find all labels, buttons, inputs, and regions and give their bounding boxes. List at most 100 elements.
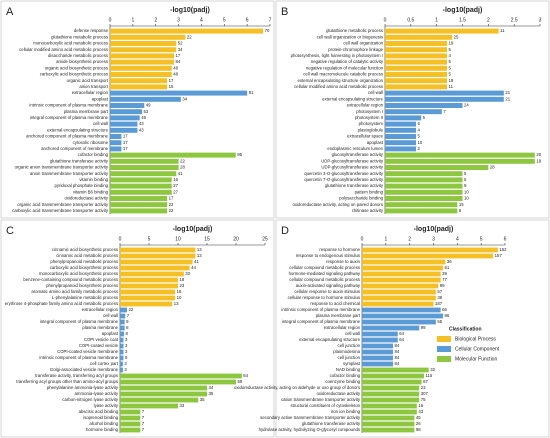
category-label: L-phenylalanine metabolic process [52,295,118,300]
bar [120,379,236,385]
category-label: carboxylic acid transmembrane transporte… [12,208,109,213]
category-label: external encapsulating structure [299,337,361,342]
count-label: 10 [418,140,423,145]
x-tick-label: 2.5 [511,17,518,23]
x-tick-label: 5 [148,236,151,242]
category-label: lyase activity [94,403,119,408]
bar [362,277,441,283]
category-label: disaccharide metabolic process [48,53,108,58]
category-label: apoplast [367,140,384,145]
bar [385,47,447,53]
category-label: carboxylic acid biosynthetic process [40,72,108,77]
bar [385,28,499,34]
bar [362,319,436,325]
category-label: anion transmembrane transporter activity [30,171,109,176]
bar [385,109,442,115]
count-label: 28 [180,165,185,170]
x-axis-title: -log10(padj) [443,7,483,14]
category-label: abscisic acid binding [79,409,119,414]
bar [385,146,416,152]
x-axis-title: -log10(padj) [170,7,210,14]
category-label: isoprenoid binding [83,415,118,420]
bar [362,337,398,343]
bar [120,253,196,259]
category-label: external encapsulating structure [322,96,384,101]
bar [110,127,138,133]
bar [362,391,420,397]
category-label: vitamin binding [79,177,108,182]
count-label: 48 [173,72,178,77]
bar [385,158,535,164]
category-label: cellular modified amino acid metabolic p… [19,47,108,52]
category-label: secondary active transmembrane transport… [260,415,361,420]
category-label: polysaccharide binding [339,196,383,201]
count-label: 4 [418,127,421,132]
bar [385,189,463,195]
category-label: plasma membrane part [316,313,361,318]
bar [362,343,393,349]
bar [385,177,463,183]
category-label: cell wall [345,331,360,336]
category-label: organic acid transmembrane transporter a… [17,202,109,207]
category-label: plasma membrane part [64,109,109,114]
category-label: oxidoreductase activity, acting on aldeh… [234,385,360,390]
count-label: 17 [123,146,128,151]
count-label: 10 [177,295,182,300]
bar [120,337,124,343]
count-label: 18 [180,277,185,282]
count-label: 51 [445,265,450,270]
category-label: cofactor binding [78,152,109,157]
count-label: 87 [423,379,428,384]
count-label: 55 [437,319,442,324]
x-tick-label: 1 [131,17,134,23]
count-label: 10 [464,189,469,194]
count-label: 77 [442,277,447,282]
bar [362,313,444,319]
bar [362,295,436,301]
category-label: monocarboxylic acid metabolic process [33,41,108,46]
category-label: cell wall macromolecule catabolic proces… [303,72,383,77]
count-label: 7 [142,415,145,420]
count-label: 4 [449,53,452,58]
category-label: cell wall [93,121,108,126]
category-label: carbon-nitrogen lyase activity [62,397,118,402]
bar [120,277,178,283]
count-label: 2 [418,146,421,151]
category-label: benzene-containing compound metabolic pr… [23,277,118,282]
count-label: 22 [128,307,133,312]
bar [385,41,447,46]
count-label: 23 [421,385,426,390]
bar [110,84,168,90]
category-label: response to hormone [319,247,360,252]
bar [362,289,436,295]
count-label: 95 [237,152,242,157]
bar [385,90,504,96]
category-label: organic acid transport [67,78,109,83]
category-label: erythrose 4-phosphate family amino acid … [5,301,118,306]
count-label: 23 [180,283,185,288]
category-label: apoplast [92,96,109,101]
bar [362,379,422,385]
category-label: glutathione metabolic process [51,34,108,39]
bar [110,202,168,208]
x-tick-label: 7 [269,17,272,23]
count-label: 5 [449,72,452,77]
category-label: monocarboxylic acid biosynthetic process [39,271,118,276]
count-label: 19 [536,158,541,163]
x-tick-label: 1 [435,17,438,23]
category-label: iron ion binding [331,409,361,414]
x-tick-label: 6 [246,17,249,23]
count-label: 9 [125,355,128,360]
category-label: plastoglobule [358,127,384,132]
bar [120,367,123,373]
count-label: 17 [176,53,181,58]
bar [120,271,184,277]
count-label: 27 [173,189,178,194]
category-label: extracellular space [347,134,383,139]
count-label: 46 [141,115,146,120]
x-tick-label: 0 [119,236,122,242]
bar [120,325,125,331]
bar [120,313,126,319]
count-label: 38 [437,295,442,300]
bar [385,127,416,133]
